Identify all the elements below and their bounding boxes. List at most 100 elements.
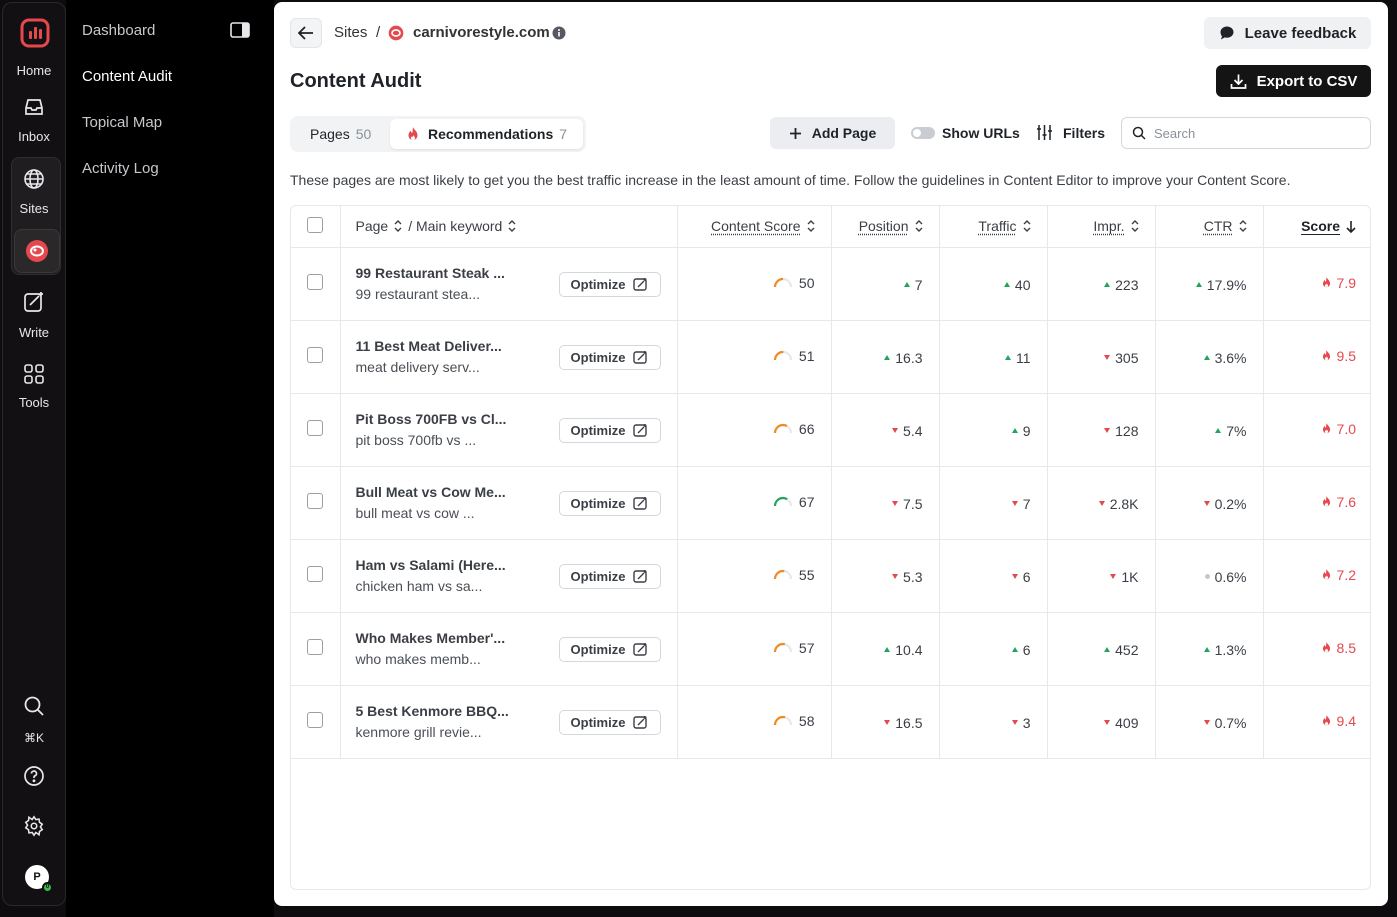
ctr-value: 0.7% [1214,714,1247,731]
inbox-icon [25,99,43,115]
header-content-score-cell[interactable]: Content Score [677,206,832,248]
table-row[interactable]: 5 Best Kenmore BBQ... kenmore grill revie… [291,685,1370,759]
table-row[interactable]: Pit Boss 700FB vs Cl... pit boss 700fb vs… [291,393,1370,467]
rail-settings[interactable] [3,815,65,837]
select-all-checkbox[interactable] [307,216,324,233]
leave-feedback-button[interactable]: Leave feedback [1204,17,1371,49]
trend-flat-icon [1204,574,1210,580]
header-traffic-cell[interactable]: Traffic [939,206,1048,248]
impr-cell: 2.8K [1047,466,1156,540]
search-input[interactable] [1154,125,1354,141]
score-cell: 7.2 [1263,539,1370,613]
sidebar-collapse-icon[interactable] [230,22,250,38]
page-title-text[interactable]: 5 Best Kenmore BBQ... [355,703,509,719]
header-page-label[interactable]: Page [355,218,389,235]
rail-home[interactable]: Home [3,63,65,78]
secondary-sidebar: Dashboard Content Audit Topical Map Acti… [66,0,274,917]
content-score-cell: 51 [677,320,832,394]
header-position-cell[interactable]: Position [831,206,940,248]
row-checkbox[interactable] [307,420,324,436]
rail-search[interactable]: ⌘K [3,695,65,745]
optimize-button[interactable]: Optimize [558,709,661,735]
row-checkbox[interactable] [307,712,324,728]
page-title-text[interactable]: 11 Best Meat Deliver... [355,338,502,354]
fire-icon [1322,350,1330,361]
add-page-button[interactable]: Add Page [770,117,895,149]
row-checkbox[interactable] [307,566,324,582]
content-score-cell: 58 [677,685,832,759]
breadcrumb-sites[interactable]: Sites [334,24,368,41]
breadcrumb-site-name[interactable]: carnivorestyle.com [413,24,550,41]
optimize-button[interactable]: Optimize [558,417,661,443]
table-row[interactable]: Ham vs Salami (Here... chicken ham vs sa.… [291,539,1370,613]
optimize-button[interactable]: Optimize [558,563,661,589]
rail-help[interactable] [3,765,65,787]
header-keyword-label[interactable]: / Main keyword [408,218,503,235]
back-button[interactable] [290,18,322,48]
header-score-cell[interactable]: Score [1263,206,1370,248]
row-checkbox[interactable] [307,639,324,655]
optimize-button[interactable]: Optimize [558,271,661,297]
page-cell: Bull Meat vs Cow Me... bull meat vs cow .… [340,466,678,540]
page-cell: 5 Best Kenmore BBQ... kenmore grill revie… [340,685,678,759]
gear-icon [24,815,44,837]
export-csv-button[interactable]: Export to CSV [1216,65,1371,97]
content-score-cell: 67 [677,466,832,540]
row-select-cell [291,685,341,759]
ctr-value: 0.6% [1214,568,1247,585]
table-row[interactable]: 99 Restaurant Steak ... 99 restaurant ste… [291,247,1370,321]
page-title-text[interactable]: Who Makes Member'... [355,630,506,646]
traffic-cell: 40 [939,247,1048,321]
traffic-value: 11 [1015,349,1031,366]
header-content-score-label: Content Score [711,218,801,235]
optimize-button[interactable]: Optimize [558,344,661,370]
show-urls-label[interactable]: Show URLs [942,125,1020,141]
sort-icon[interactable] [508,220,516,233]
site-favicon-button[interactable] [14,229,60,273]
sort-icon[interactable] [394,220,402,233]
sidebar-item-activity-log[interactable]: Activity Log [82,160,159,177]
optimize-button[interactable]: Optimize [558,490,661,516]
page-title-text[interactable]: Ham vs Salami (Here... [355,557,506,573]
filters-label: Filters [1063,124,1106,141]
info-icon[interactable] [552,26,566,40]
app-logo-icon[interactable] [20,18,50,48]
tab-pages[interactable]: Pages 50 [294,119,386,149]
page-title-text[interactable]: Bull Meat vs Cow Me... [355,484,506,500]
traffic-value: 9 [1022,422,1031,439]
main-panel: Sites / carnivorestyle.com Leave feedbac… [274,2,1388,906]
sliders-icon [1037,125,1052,140]
avatar[interactable]: P 0 [25,865,53,893]
row-checkbox[interactable] [307,274,324,290]
trend-up-icon [1104,647,1111,653]
page-title-text[interactable]: Pit Boss 700FB vs Cl... [355,411,507,427]
rail-write[interactable]: Write [3,289,65,340]
sidebar-item-content-audit[interactable]: Content Audit [82,68,173,85]
header-ctr-cell[interactable]: CTR [1155,206,1264,248]
filters-button[interactable]: Filters [1036,124,1105,141]
avatar-initial: P [33,871,41,883]
header-page-cell: Page / Main keyword [340,206,678,248]
fire-icon [1322,423,1330,434]
optimize-button[interactable]: Optimize [558,636,661,662]
trend-up-icon [1004,355,1011,361]
row-checkbox[interactable] [307,347,324,363]
tab-recommendations[interactable]: Recommendations 7 [390,119,583,149]
row-checkbox[interactable] [307,493,324,509]
fire-icon [1322,277,1330,288]
content-score-gauge-icon [773,570,793,580]
content-score-gauge-icon [773,278,793,288]
page-title-text[interactable]: 99 Restaurant Steak ... [355,265,505,281]
sidebar-item-topical-map[interactable]: Topical Map [82,114,163,131]
sidebar-item-dashboard[interactable]: Dashboard [82,22,156,39]
rail-tools[interactable]: Tools [3,363,65,410]
table-row[interactable]: Who Makes Member'... who makes memb... Opt… [291,612,1370,686]
rail-sites[interactable]: Sites [3,167,65,216]
table-row[interactable]: 11 Best Meat Deliver... meat delivery ser… [291,320,1370,394]
rail-inbox[interactable]: Inbox [3,95,65,144]
avatar-status-badge: 0 [42,882,53,893]
show-urls-toggle[interactable] [911,127,935,139]
row-select-cell [291,393,341,467]
table-row[interactable]: Bull Meat vs Cow Me... bull meat vs cow .… [291,466,1370,540]
header-impr-cell[interactable]: Impr. [1047,206,1156,248]
